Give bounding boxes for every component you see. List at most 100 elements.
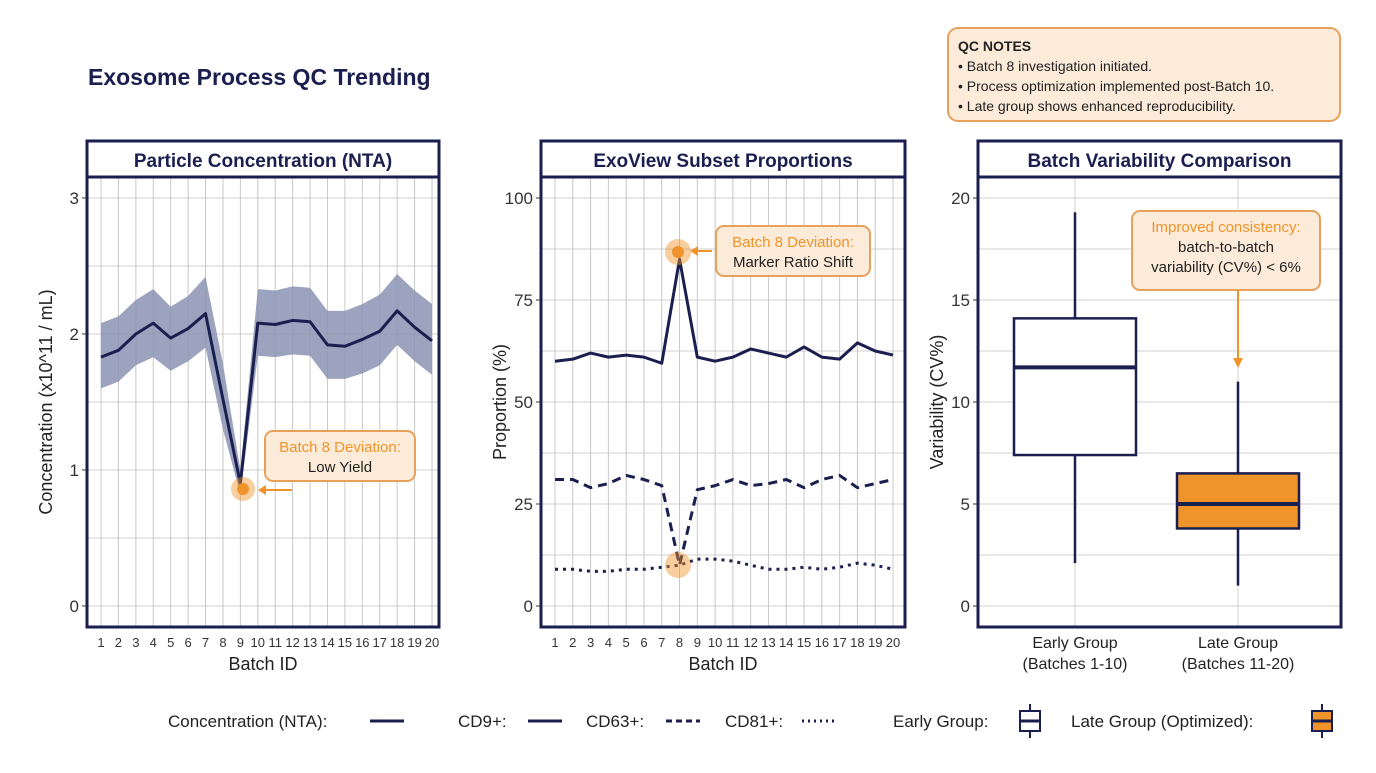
panel-batch-variability: Batch Variability Comparison 0 5 10 15 20 Vari… [927, 139, 1343, 673]
qc-note-item: • Process optimization implemented post-… [958, 78, 1274, 94]
x-tick-label: 2 [115, 635, 122, 650]
y-tick-label: 50 [514, 393, 533, 412]
x-tick-label: 18 [850, 635, 864, 650]
x-tick-label: 3 [132, 635, 139, 650]
highlight-halo [665, 552, 691, 578]
series-line-cd63 [555, 473, 894, 567]
highlight-marker [672, 246, 684, 258]
box [1012, 317, 1138, 457]
x-tick-label: 12 [743, 635, 757, 650]
x-category-label: Early Group [1032, 635, 1117, 652]
annotation-low-yield: Batch 8 Deviation: Low Yield [264, 430, 416, 482]
x-tick-label: 6 [640, 635, 647, 650]
annotation-improved-consistency: Improved consistency: batch-to-batch varia… [1131, 210, 1321, 291]
x-tick-label: 1 [97, 635, 104, 650]
legend: Concentration (NTA): CD9+: CD63+: CD81+:… [168, 704, 1333, 738]
x-tick-label: 10 [708, 635, 722, 650]
x-tick-label: 12 [285, 635, 299, 650]
y-tick-label: 1 [70, 461, 79, 480]
y-tick-label: 3 [70, 189, 79, 208]
y-tick-label: 75 [514, 291, 533, 310]
x-tick-label: 4 [150, 635, 157, 650]
annotation-text: variability (CV%) < 6% [1151, 259, 1301, 276]
y-tick-label: 5 [961, 495, 970, 514]
y-axis-label: Variability (CV%) [927, 335, 947, 470]
annotation-box [264, 430, 416, 482]
x-tick-label: 15 [338, 635, 352, 650]
annotation-text: Batch 8 Deviation: [279, 439, 401, 456]
x-tick-label: 14 [779, 635, 793, 650]
panel-particle-concentration: Particle Concentration (NTA)0123Concentr… [36, 139, 441, 674]
x-tick-label: 2 [569, 635, 576, 650]
panel-exoview-subsets: ExoView Subset Proportions0255075100Prop… [490, 139, 907, 674]
x-tick-label: 16 [815, 635, 829, 650]
gridlines [87, 177, 439, 627]
x-tick-label: 9 [694, 635, 701, 650]
legend-key-late [1311, 704, 1333, 738]
x-axis-label: Batch ID [228, 654, 297, 674]
annotation-box [1131, 210, 1321, 291]
annotation-text: Batch 8 Deviation: [732, 234, 854, 251]
annotation-text: Improved consistency: [1151, 219, 1300, 236]
x-tick-label: 19 [868, 635, 882, 650]
x-axis-label: Batch ID [688, 654, 757, 674]
boxplot-early [1012, 212, 1138, 564]
legend-key-early [1019, 704, 1041, 738]
x-tick-label: 5 [623, 635, 630, 650]
y-tick-label: 15 [951, 291, 970, 310]
annotation-text: Low Yield [308, 459, 372, 476]
x-tick-label: 18 [390, 635, 404, 650]
y-tick-label: 0 [524, 597, 533, 616]
x-tick-label: 4 [605, 635, 612, 650]
box [1175, 472, 1301, 530]
qc-notes-heading: QC NOTES [958, 38, 1031, 54]
x-tick-label: 19 [407, 635, 421, 650]
x-tick-label: 7 [202, 635, 209, 650]
legend-label-cd63: CD63+: [586, 712, 644, 731]
x-tick-label: 8 [676, 635, 683, 650]
y-tick-label: 20 [951, 189, 970, 208]
y-tick-label: 0 [961, 597, 970, 616]
y-axis-label: Concentration (x10^11 / mL) [36, 289, 56, 514]
legend-label-concentration: Concentration (NTA): [168, 712, 327, 731]
x-tick-label: 3 [587, 635, 594, 650]
x-category-label: (Batches 11-20) [1182, 656, 1295, 673]
qc-notes-box: QC NOTES • Batch 8 investigation initiat… [947, 27, 1341, 122]
panel-title: ExoView Subset Proportions [593, 151, 852, 172]
page-title: Exosome Process QC Trending [88, 64, 431, 90]
annotation-text: Marker Ratio Shift [733, 254, 854, 271]
panel-title-strip [539, 139, 907, 179]
x-tick-label: 20 [886, 635, 900, 650]
panel-frame [85, 139, 441, 629]
x-tick-label: 20 [425, 635, 439, 650]
qc-note-item: • Batch 8 investigation initiated. [958, 58, 1152, 74]
legend-label-cd81: CD81+: [725, 712, 783, 731]
y-axis-label: Proportion (%) [490, 344, 510, 460]
x-tick-label: 6 [184, 635, 191, 650]
annotation-text: batch-to-batch [1178, 239, 1274, 256]
highlight-marker [237, 483, 249, 495]
x-tick-label: 11 [726, 635, 740, 650]
x-tick-label: 13 [303, 635, 317, 650]
series-line-concentrationnta [100, 309, 433, 486]
legend-label-early: Early Group: [893, 712, 988, 731]
y-tick-label: 10 [951, 393, 970, 412]
x-category-label: (Batches 1-10) [1023, 656, 1128, 673]
gridlines [541, 177, 905, 627]
panel-title: Batch Variability Comparison [1028, 151, 1292, 172]
x-tick-label: 8 [219, 635, 226, 650]
annotation-box [715, 225, 871, 277]
series-line-cd81 [555, 557, 894, 573]
series-line-cd9 [554, 257, 894, 365]
x-tick-label: 1 [551, 635, 558, 650]
y-tick-label: 0 [70, 597, 79, 616]
x-tick-label: 5 [167, 635, 174, 650]
x-tick-label: 11 [268, 635, 282, 650]
arrow-head-icon [1233, 358, 1243, 368]
panel-title-strip [976, 139, 1343, 179]
x-tick-label: 10 [251, 635, 265, 650]
x-tick-label: 17 [832, 635, 846, 650]
panel-title: Particle Concentration (NTA) [134, 151, 392, 172]
panel-title-strip [85, 139, 441, 179]
